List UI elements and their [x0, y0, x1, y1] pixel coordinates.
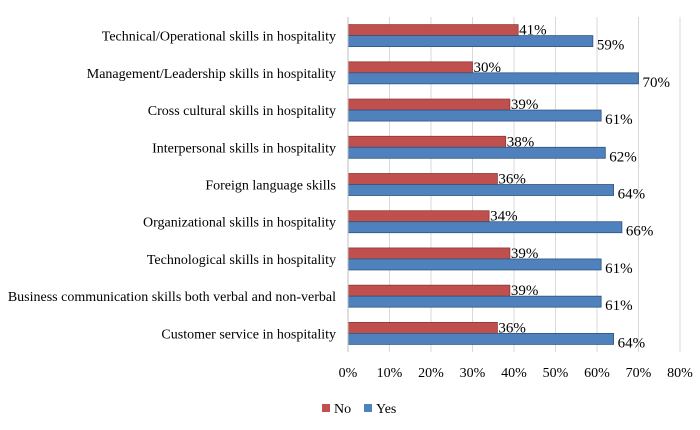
- x-tick-label: 30%: [460, 366, 486, 381]
- bar-yes: [347, 35, 594, 48]
- bar-yes: [347, 184, 615, 196]
- category-labels: Technical/Operational skills in hospital…: [8, 30, 336, 343]
- legend-label-yes: Yes: [376, 402, 396, 417]
- category-label: Organizational skills in hospitality: [143, 216, 336, 231]
- value-labels: 41% 59% 30% 70% 39% 61% 38% 62% 36% 64% 34% 66% 39% 6…: [474, 23, 671, 352]
- category-label: Interpersonal skills in hospitality: [152, 141, 336, 156]
- value-label-no: 38%: [507, 134, 535, 150]
- value-label-no: 39%: [511, 97, 538, 113]
- value-label-no: 41%: [519, 23, 547, 39]
- legend-swatch-yes: [364, 404, 372, 412]
- category-label: Business communication skills both verba…: [8, 290, 336, 305]
- bar-no: [347, 135, 507, 148]
- category-label: Cross cultural skills in hospitality: [148, 104, 336, 119]
- bar-no: [347, 61, 473, 74]
- value-label-yes: 59%: [597, 38, 625, 54]
- value-label-no: 39%: [511, 246, 538, 262]
- x-tick-label: 80%: [667, 366, 693, 381]
- x-tick-label: 20%: [418, 366, 444, 381]
- value-label-yes: 64%: [618, 335, 646, 351]
- bar-yes: [347, 332, 615, 345]
- category-label: Technical/Operational skills in hospital…: [102, 30, 336, 45]
- bar-no: [347, 247, 511, 260]
- category-label: Management/Leadership skills in hospital…: [87, 67, 336, 82]
- x-tick-label: 40%: [501, 366, 527, 381]
- category-label: Technological skills in hospitality: [147, 253, 336, 268]
- x-tick-label: 60%: [584, 366, 610, 381]
- bar-yes: [347, 258, 602, 271]
- category-label: Customer service in hospitality: [161, 327, 336, 342]
- x-tick-labels: 0% 10% 20% 30% 40% 50% 60% 70% 80%: [339, 366, 694, 381]
- x-tick-label: 50%: [543, 366, 569, 381]
- x-tick-label: 0%: [339, 366, 358, 381]
- legend: No Yes: [322, 402, 396, 417]
- value-label-yes: 66%: [626, 224, 654, 240]
- legend-label-no: No: [334, 402, 351, 417]
- legend-swatch-no: [322, 404, 330, 412]
- value-label-yes: 61%: [605, 112, 633, 128]
- bar-no: [347, 24, 519, 37]
- bar-no: [347, 173, 498, 185]
- bar-yes: [347, 295, 602, 308]
- bars: [347, 24, 639, 345]
- bar-no: [347, 98, 511, 111]
- value-label-no: 34%: [490, 209, 517, 225]
- x-tick-label: 70%: [626, 366, 652, 381]
- bar-no: [347, 321, 498, 334]
- bar-yes: [347, 146, 606, 159]
- category-label: Foreign language skills: [205, 179, 336, 194]
- value-label-yes: 70%: [643, 75, 671, 91]
- value-label-yes: 61%: [605, 298, 633, 314]
- value-label-no: 30%: [474, 60, 502, 76]
- value-label-yes: 62%: [609, 149, 637, 165]
- bar-no: [347, 284, 511, 297]
- bar-yes: [347, 109, 602, 122]
- value-label-no: 39%: [511, 283, 538, 299]
- value-label-yes: 64%: [618, 187, 646, 203]
- x-tick-label: 10%: [377, 366, 403, 381]
- bar-yes: [347, 221, 623, 234]
- value-label-no: 36%: [498, 320, 526, 336]
- value-label-yes: 61%: [605, 261, 633, 277]
- value-label-no: 36%: [498, 172, 526, 188]
- bar-no: [347, 210, 490, 223]
